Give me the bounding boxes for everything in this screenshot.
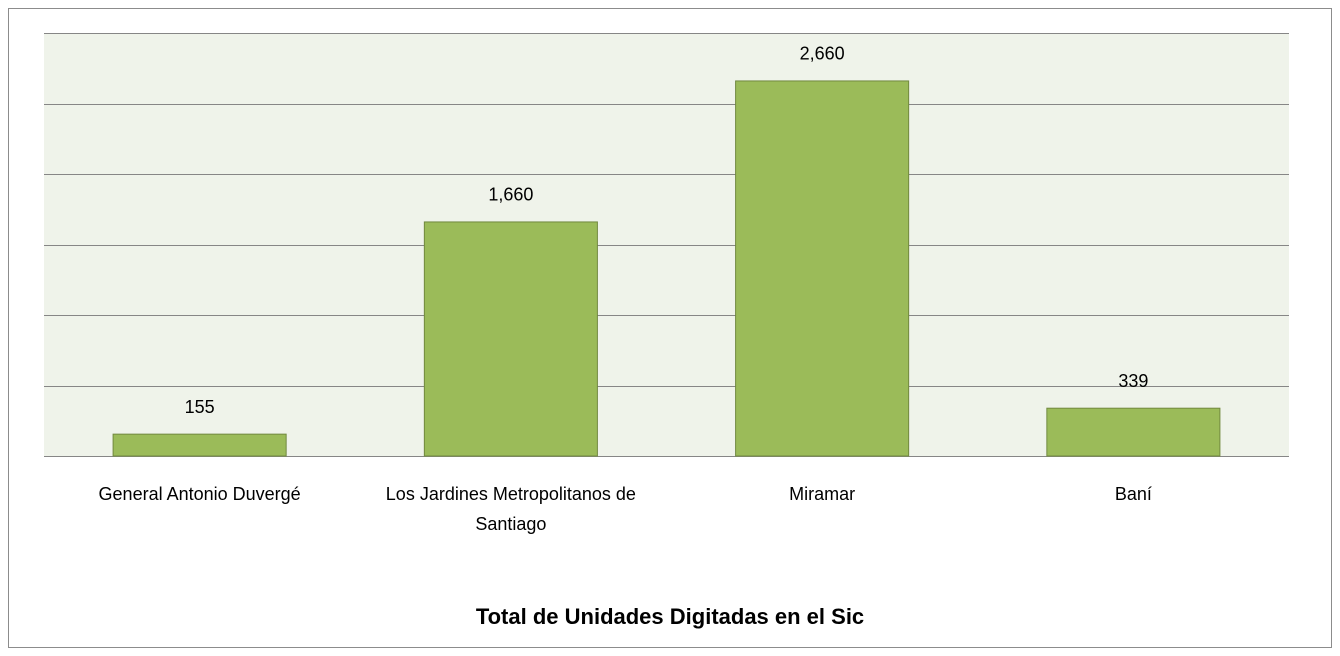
data-label: 155 bbox=[185, 397, 215, 417]
bar bbox=[112, 433, 287, 457]
bar bbox=[735, 80, 910, 457]
data-label: 2,660 bbox=[800, 44, 845, 64]
data-label: 339 bbox=[1118, 371, 1148, 391]
plot-area bbox=[44, 33, 1289, 456]
x-tick-label: Baní bbox=[1114, 484, 1152, 504]
bar bbox=[423, 221, 598, 457]
chart-title: Total de Unidades Digitadas en el Sic bbox=[476, 604, 864, 629]
x-tick-label: Miramar bbox=[789, 484, 856, 504]
x-tick-label: Los Jardines Metropolitanos de Santiago bbox=[385, 484, 636, 534]
bar bbox=[1046, 407, 1221, 457]
x-tick-label: General Antonio Duvergé bbox=[98, 484, 301, 504]
data-label: 1,660 bbox=[488, 185, 533, 205]
